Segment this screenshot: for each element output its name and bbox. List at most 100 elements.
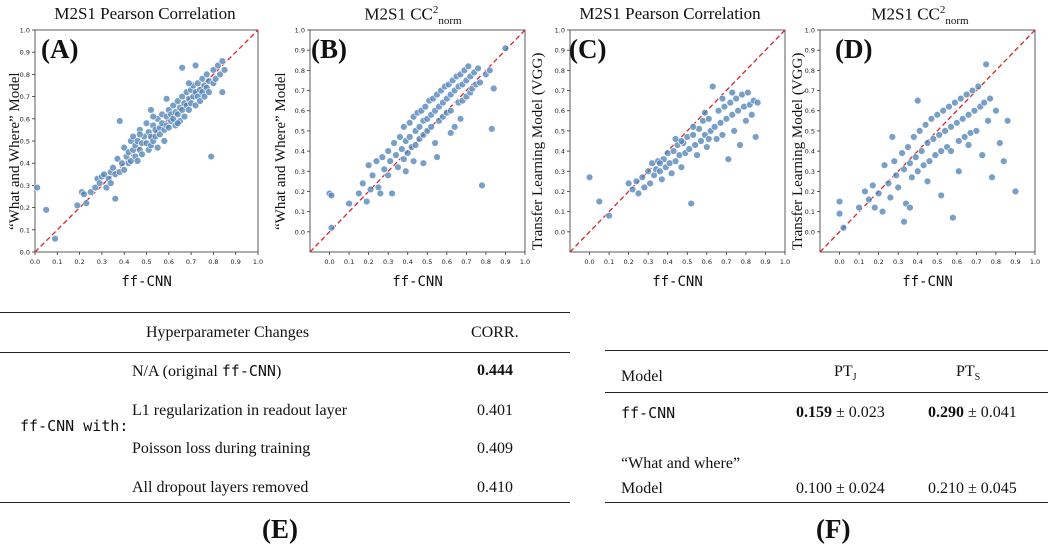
x-tick-label: 0.2 [623,258,633,266]
data-point [880,161,889,169]
x-tick-label: 0.4 [119,258,129,266]
data-point [220,66,229,74]
data-point [160,137,169,145]
table-cell-value: 0.290 ± 0.041 [928,404,1017,421]
table-cell-value: 0.210 ± 0.045 [928,480,1017,497]
y-tick-label: 0.7 [555,87,565,95]
y-tick-label: 0.7 [20,93,30,101]
data-point [129,132,137,141]
x-axis-label: ff-CNN [121,274,172,290]
data-point [898,149,906,157]
data-point [644,167,652,175]
chart-title: M2S1 Pearson Correlation [54,4,236,23]
y-tick-label: 0.2 [20,204,30,212]
data-point [191,101,200,110]
data-point [937,147,945,155]
table-cell-value: 0.444 [477,362,513,379]
data-point [871,203,879,212]
plot-frame [819,29,1036,253]
table-row: All dropout layers removed [132,479,309,496]
x-tick-label: 1.0 [780,258,790,266]
data-point [486,66,494,75]
data-point [634,189,643,198]
data-point [900,218,908,226]
data-point [162,95,171,103]
y-tick-label: 0.0 [295,228,305,236]
data-point [917,147,926,155]
x-tick-label: 0.9 [500,258,510,266]
data-point [120,143,128,152]
y-tick-label: 0.0 [555,228,565,236]
data-point [33,183,41,192]
data-point [400,123,408,131]
data-point [118,159,126,167]
x-axis-label: ff-CNN [902,274,953,290]
data-point [728,88,736,97]
data-point [211,75,220,83]
x-tick-label: 0.7 [721,258,731,266]
data-point [708,82,717,91]
scatter-plot-a: 0.00.0 0.1 0.1 0.2 0.2 0.3 0.3 0.4 0.4 0.5 0.5 0.6 0… [20,27,264,267]
plot-frame [309,29,526,253]
y-tick-label: 0.6 [20,115,30,123]
data-point [904,143,912,151]
x-tick-label: 0.4 [403,258,413,266]
x-tick-label: 0.3 [643,258,653,266]
data-point [878,207,887,216]
data-point [996,139,1004,147]
data-point [405,133,414,141]
x-tick-label: 0.6 [164,258,174,266]
data-point [978,151,986,159]
data-point [474,64,482,73]
data-point [734,107,742,115]
data-point [450,123,459,131]
data-point [929,135,938,143]
y-tick-label: 0.4 [20,160,30,168]
data-point [174,97,182,105]
y-tick-label: 0.9 [295,47,305,55]
data-point [411,141,420,149]
y-tick-label: 0.3 [555,168,565,176]
x-tick-label: 0.1 [52,258,62,266]
data-point [147,106,155,114]
table-cell-value: 0.410 [477,479,513,496]
y-tick-label: 0.0 [805,228,815,236]
data-point [687,199,695,208]
x-tick-label: 0.2 [873,258,883,266]
data-point [169,101,177,110]
y-axis-label: “What and Where” Model [7,72,23,230]
x-tick-label: 1.0 [253,258,263,266]
data-point [153,143,162,152]
data-point [207,152,215,161]
x-tick-label: 0.5 [682,258,692,266]
data-point [947,123,955,131]
x-tick-label: 0.3 [893,258,903,266]
data-point [200,92,209,101]
data-point [671,157,680,165]
data-point [100,170,108,179]
x-tick-label: 0.6 [702,258,712,266]
data-point [178,64,186,72]
y-tick-label: 0.6 [295,107,305,115]
data-point [886,193,895,202]
data-point [689,131,697,139]
data-point [705,115,713,123]
data-point [962,90,971,99]
data-point [912,153,920,161]
data-point [218,88,227,96]
x-tick-label: 0.2 [74,258,84,266]
data-point [109,163,117,172]
data-point [937,191,945,200]
data-point [689,123,697,131]
data-point [986,94,994,103]
y-tick-label: 0.5 [805,127,815,135]
panel-label: (A) [41,34,79,64]
data-point [906,203,914,212]
data-point [892,171,900,180]
data-point [120,166,128,174]
data-point [366,185,375,194]
x-tick-label: 0.6 [442,258,452,266]
data-point [194,79,202,87]
plot-frame [569,29,786,253]
data-point [890,157,898,165]
